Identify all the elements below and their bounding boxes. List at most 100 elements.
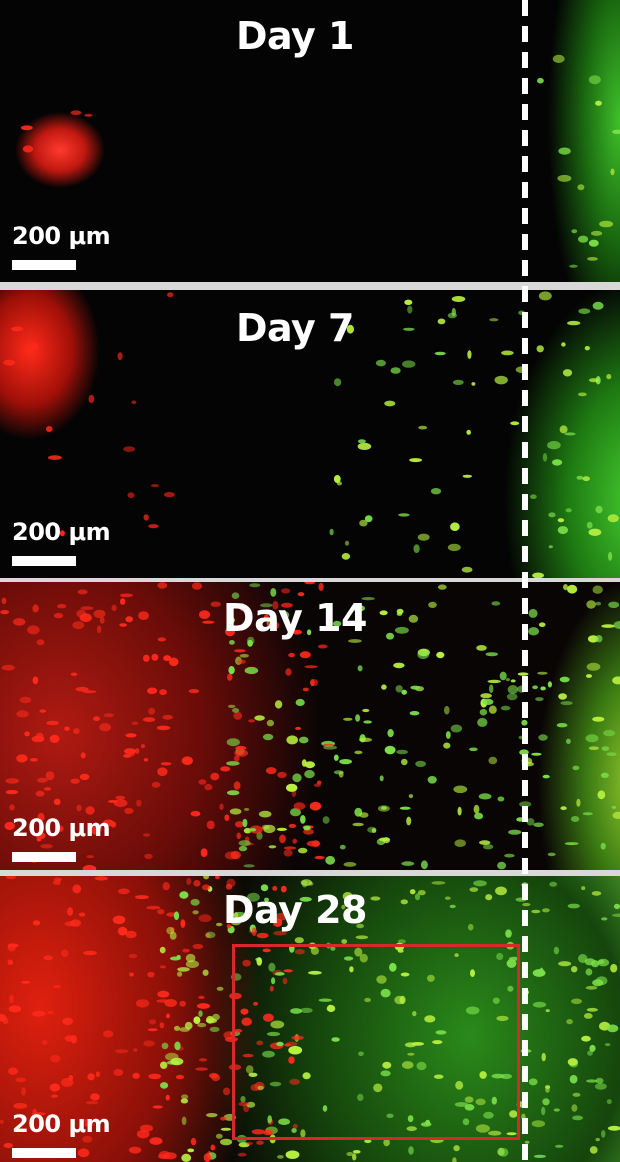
cell — [249, 828, 257, 832]
cell — [198, 779, 207, 785]
cell — [186, 877, 192, 885]
cell — [318, 582, 324, 591]
cell — [131, 400, 137, 405]
cell — [226, 616, 235, 624]
cell — [314, 855, 325, 860]
cell — [240, 1008, 249, 1015]
cell — [206, 820, 215, 830]
cell — [50, 1054, 61, 1063]
cell — [85, 1100, 99, 1105]
cell — [581, 1035, 591, 1042]
panel: Day 1 200 μm — [0, 0, 620, 282]
cell — [394, 995, 405, 1005]
cell — [165, 1094, 170, 1101]
cell — [149, 1137, 163, 1145]
cell — [103, 713, 114, 718]
cell — [119, 623, 127, 627]
cell — [264, 897, 269, 902]
cell — [16, 754, 28, 763]
cell — [237, 659, 246, 664]
cell — [445, 731, 451, 739]
panel-title: Day 14 — [223, 596, 367, 640]
cell — [564, 842, 579, 846]
cell — [578, 235, 589, 243]
cell — [31, 1010, 46, 1017]
cell — [180, 919, 186, 928]
cell — [571, 1104, 578, 1112]
cell — [140, 744, 146, 749]
cell — [312, 840, 320, 848]
cell — [270, 588, 277, 597]
cell — [413, 544, 420, 553]
cell — [83, 950, 97, 956]
cell — [506, 1132, 517, 1136]
cell — [41, 1039, 48, 1045]
cell — [147, 1028, 158, 1032]
cell — [19, 696, 32, 704]
cell — [72, 884, 82, 894]
cell — [146, 905, 161, 910]
cell — [356, 923, 364, 929]
cell — [364, 515, 373, 523]
cell — [452, 379, 464, 385]
cell — [208, 1072, 219, 1079]
cell — [290, 808, 301, 817]
cell — [334, 378, 342, 387]
cell — [82, 1135, 93, 1143]
cell — [558, 961, 572, 967]
cell — [135, 895, 149, 900]
cell — [532, 572, 544, 578]
cell — [240, 1096, 246, 1103]
cell — [220, 1116, 227, 1121]
cell — [88, 394, 95, 404]
cell — [82, 865, 97, 870]
cell — [435, 1030, 447, 1035]
cell — [585, 985, 598, 990]
cell — [500, 1073, 512, 1080]
cell — [357, 442, 372, 450]
scale-bar — [12, 1148, 76, 1158]
cell — [592, 301, 604, 310]
cell — [233, 911, 239, 920]
cell — [272, 601, 279, 610]
cell — [256, 831, 263, 840]
cell — [292, 1123, 298, 1129]
cell — [469, 747, 478, 752]
cell — [461, 566, 473, 573]
cell — [78, 912, 86, 917]
cell — [597, 958, 610, 967]
cell — [291, 622, 296, 630]
cell — [64, 921, 76, 927]
cell — [474, 812, 484, 820]
cell — [238, 845, 248, 852]
cell — [531, 752, 542, 756]
cell — [454, 1102, 469, 1107]
cell — [179, 1027, 191, 1032]
cell — [364, 997, 371, 1003]
cell — [102, 819, 114, 827]
cell — [8, 1067, 18, 1075]
cell — [5, 778, 19, 784]
cell — [230, 917, 242, 926]
cell — [427, 974, 435, 982]
cell — [401, 758, 408, 766]
cell — [367, 826, 377, 833]
cell — [510, 679, 516, 683]
cell — [354, 947, 363, 957]
cell — [79, 773, 90, 781]
cell — [202, 884, 211, 891]
cell — [397, 939, 406, 944]
cell — [530, 494, 537, 499]
cell — [323, 745, 337, 750]
cell — [288, 823, 297, 828]
cell — [291, 1035, 304, 1040]
cell — [253, 1001, 259, 1006]
cell — [322, 1105, 328, 1112]
cell — [147, 687, 158, 695]
cell — [279, 834, 286, 844]
cell — [542, 774, 550, 779]
cell — [174, 1025, 180, 1031]
cell — [13, 1102, 28, 1109]
cell — [162, 714, 173, 720]
cell — [8, 1005, 22, 1013]
